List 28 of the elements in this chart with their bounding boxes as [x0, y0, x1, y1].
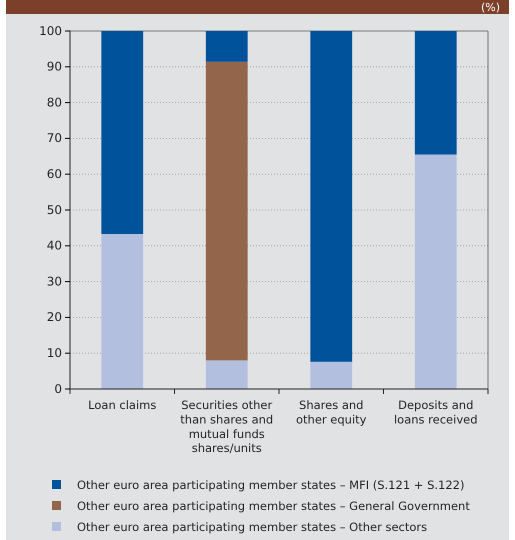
bar [101, 234, 144, 389]
x-tick-label: Loan claims [88, 398, 156, 412]
legend-label: Other euro area participating member states – General Government [77, 499, 470, 513]
bar [206, 62, 248, 360]
y-tick-label: 30 [46, 274, 62, 288]
x-tick-label: Shares and other equity [296, 398, 367, 426]
legend-label: Other euro area participating member states – MFI (S.121 + S.122) [77, 478, 464, 492]
y-tick-label: 90 [46, 60, 62, 74]
y-tick-label: 40 [46, 238, 62, 253]
y-tick-label: 20 [46, 310, 62, 324]
bar [310, 31, 352, 362]
bar [310, 362, 352, 389]
y-tick-label: 80 [46, 95, 62, 110]
y-tick-label: 70 [46, 131, 62, 146]
bar [414, 154, 457, 389]
x-tick-label: Securities other than shares and mutual funds shares/units [180, 398, 274, 456]
x-tick-label: Deposits and loans received [394, 398, 478, 426]
y-tick-label: 10 [46, 346, 62, 360]
y-tick-label: 50 [46, 202, 62, 217]
bar [101, 31, 144, 234]
bar [206, 360, 248, 389]
y-tick-label: 60 [46, 167, 62, 182]
y-tick-label: 0 [54, 382, 62, 396]
chart-title: (%) [480, 1, 500, 14]
y-tick-label: 100 [39, 24, 62, 38]
legend-label: Other euro area participating member states – Other sectors [77, 520, 428, 534]
bar [206, 31, 248, 62]
bar [414, 31, 457, 155]
